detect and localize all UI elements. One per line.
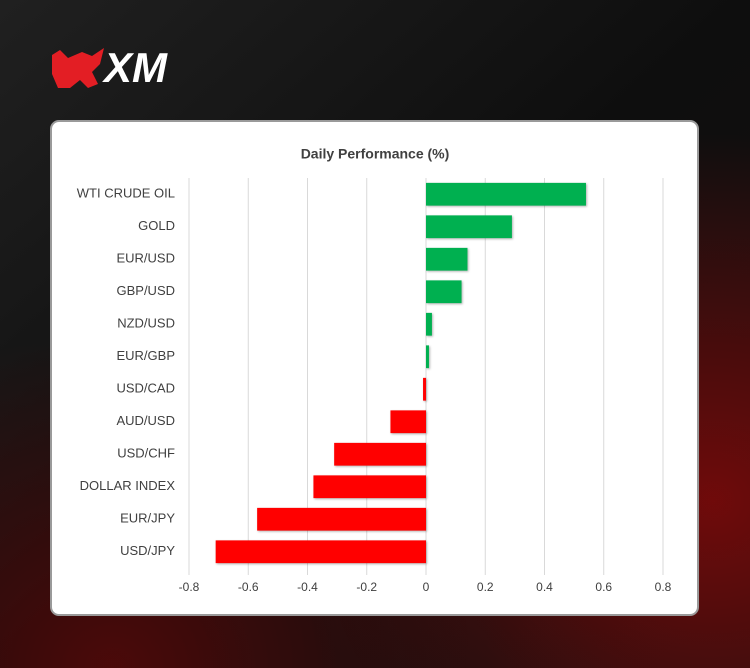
- x-tick-label: -0.8: [179, 580, 200, 594]
- y-tick-label: GOLD: [138, 218, 175, 233]
- y-tick-label: DOLLAR INDEX: [80, 478, 176, 493]
- y-tick-label: GBP/USD: [116, 283, 175, 298]
- chart-title: Daily Performance (%): [301, 146, 450, 162]
- logo: XM: [52, 44, 168, 91]
- y-tick-label: EUR/USD: [116, 251, 175, 266]
- plot: -0.8 -0.6 -0.4 -0.2 0 0.2 0.4 0.6 0.8 WTI CRUDE O…: [77, 178, 672, 594]
- y-tick-label: EUR/GBP: [116, 348, 175, 363]
- bar: [426, 215, 512, 239]
- x-tick-label: 0.2: [477, 580, 494, 594]
- y-tick-label: USD/CHF: [117, 446, 175, 461]
- x-tick-label: -0.2: [356, 580, 377, 594]
- logo-icon: [52, 48, 104, 88]
- bar: [423, 377, 426, 401]
- bar: [426, 280, 462, 304]
- y-tick-label: USD/JPY: [120, 543, 175, 558]
- x-tick-label: -0.4: [297, 580, 318, 594]
- x-tick-label: 0.8: [655, 580, 672, 594]
- y-tick-label: EUR/JPY: [120, 511, 175, 526]
- plot-background: [65, 135, 685, 602]
- y-tick-label: NZD/USD: [117, 316, 175, 331]
- bar: [426, 312, 432, 336]
- logo-text: XM: [102, 44, 168, 91]
- y-tick-label: WTI CRUDE OIL: [77, 186, 175, 201]
- bar: [390, 410, 426, 434]
- y-tick-label: AUD/USD: [116, 413, 175, 428]
- bar: [426, 182, 586, 206]
- x-tick-label: 0: [423, 580, 430, 594]
- x-tick-label: 0.4: [536, 580, 553, 594]
- bar: [426, 247, 468, 271]
- x-tick-label: -0.6: [238, 580, 259, 594]
- bar: [257, 507, 426, 531]
- y-tick-label: USD/CAD: [116, 381, 175, 396]
- bar: [426, 345, 429, 369]
- bar: [215, 540, 426, 564]
- bar: [313, 475, 426, 499]
- x-tick-label: 0.6: [595, 580, 612, 594]
- bar: [334, 442, 426, 466]
